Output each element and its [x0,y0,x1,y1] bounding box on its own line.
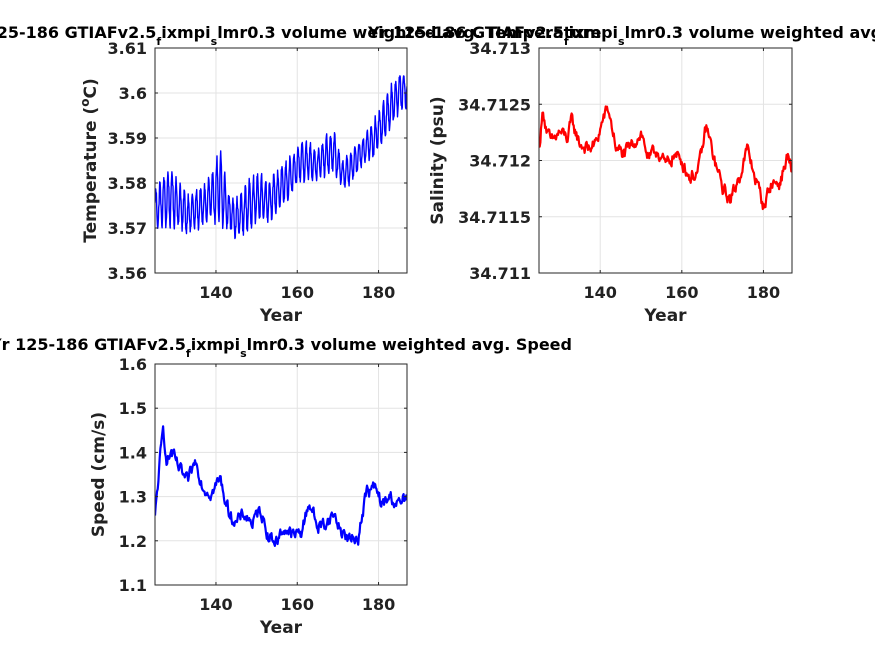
y-tick-label: 3.59 [108,129,147,148]
axes-frame [154,47,408,274]
x-tick-label: 180 [747,283,780,302]
y-tick-label: 1.5 [119,399,147,418]
temperature-chart: 140 160 180 3.56 3.57 3.58 3.59 3.6 3.61 Year Temp… [0,23,602,326]
salinity-chart: 140 160 180 34.711 34.7115 34.712 34.7125 34.71… [367,23,875,326]
y-tick-label: 1.2 [119,532,147,551]
chart-title: Yr 125-186 GTIAFv2.5fixmpislmr0.3 volume… [0,23,602,48]
x-tick-label: 160 [281,283,314,302]
series-line [539,105,792,211]
y-axis-label: Temperature (oC) [78,78,101,242]
plot-area [155,364,407,585]
y-axis-label: Speed (cm/s) [89,412,109,537]
x-tick-label: 180 [362,283,395,302]
y-tick-label: 1.6 [119,355,147,374]
y-tick-label: 34.7115 [458,208,531,227]
y-tick-label: 3.61 [108,39,147,58]
chart-title: Yr 125-186 GTIAFv2.5fixmpislmr0.3 volume… [0,335,572,360]
y-tick-label: 3.6 [119,84,147,103]
y-axis-label: Salinity (psu) [428,96,448,224]
y-tick-label: 1.3 [119,488,147,507]
x-axis-label: Year [259,618,303,638]
y-tick-label: 1.1 [119,576,147,595]
y-tick-label: 34.712 [469,152,531,171]
x-tick-label: 180 [362,595,395,614]
x-tick-label: 140 [199,595,232,614]
x-tick-label: 140 [199,283,232,302]
axes-frame [154,363,408,586]
y-tick-label: 1.4 [119,443,147,462]
x-axis-label: Year [259,306,303,326]
series-line [155,425,407,548]
chart-title: Yr 125-186 GTIAFv2.5fixmpislmr0.3 volume… [367,23,875,48]
y-tick-label: 3.56 [108,264,147,283]
y-tick-label: 34.7125 [458,95,531,114]
x-tick-label: 160 [665,283,698,302]
x-axis-label: Year [643,306,687,326]
y-tick-label: 3.57 [108,219,147,238]
speed-chart: 140 160 180 1.1 1.2 1.3 1.4 1.5 1.6 Year Speed (cm… [0,335,572,638]
x-tick-label: 160 [281,595,314,614]
x-tick-label: 140 [584,283,617,302]
y-tick-label: 3.58 [108,174,147,193]
series-line [155,75,407,240]
y-tick-label: 34.713 [469,39,531,58]
y-tick-label: 34.711 [469,264,531,283]
